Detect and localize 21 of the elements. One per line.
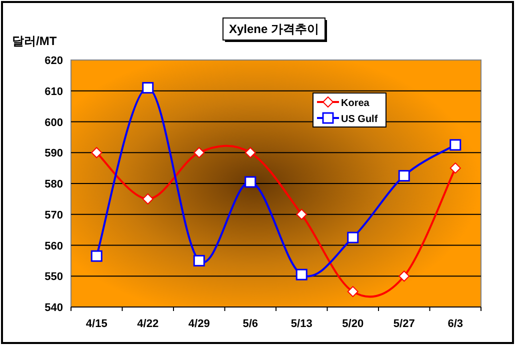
- y-tick-label: 580: [44, 178, 63, 190]
- y-tick-label: 540: [44, 302, 63, 314]
- y-tick-label: 550: [44, 271, 63, 284]
- x-tick-label: 5/6: [242, 318, 258, 330]
- y-tick-label: 590: [44, 148, 63, 160]
- x-tick-label: 5/13: [290, 318, 312, 330]
- x-tick-label: 6/3: [448, 318, 464, 330]
- x-tick-label: 5/27: [393, 318, 415, 330]
- y-tick-label: 570: [44, 209, 63, 222]
- y-tick-label: 600: [44, 116, 63, 129]
- chart-title: Xylene 가격추이: [228, 22, 320, 36]
- y-tick-label: 620: [44, 55, 63, 67]
- y-axis-title: 달러/MT: [12, 34, 58, 48]
- x-tick-label: 4/22: [137, 318, 159, 330]
- x-tick-label: 4/15: [86, 318, 108, 330]
- x-tick-label: 5/20: [342, 318, 364, 330]
- y-tick-label: 560: [44, 240, 63, 252]
- y-tick-label: 610: [44, 86, 63, 98]
- x-tick-label: 4/29: [188, 318, 210, 330]
- legend-label: US Gulf: [341, 114, 378, 125]
- legend-label: Korea: [341, 98, 370, 109]
